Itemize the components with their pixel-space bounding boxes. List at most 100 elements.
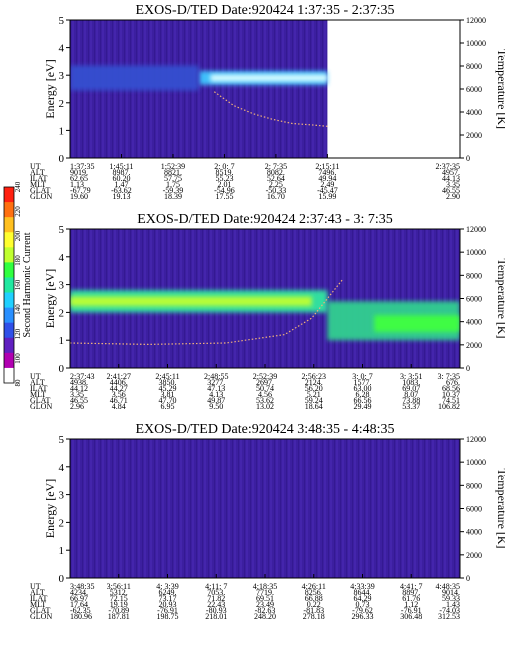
table-cell: 55.23 <box>215 174 233 183</box>
colorbar-tick-label: 160 <box>14 279 22 290</box>
table-cell: 20.93 <box>159 600 177 609</box>
colorbar-segment <box>4 322 14 339</box>
y2-tick-label: 4000 <box>466 528 482 537</box>
colorbar-segment <box>4 367 14 384</box>
table-cell: 3277. <box>207 378 225 387</box>
table-cell: 19.13 <box>112 192 130 201</box>
table-row-label: ILAT <box>30 174 47 183</box>
y-axis-label: Energy [eV] <box>43 479 57 538</box>
y-tick-label: 4 <box>59 43 65 55</box>
table-cell: 3850. <box>159 378 177 387</box>
colorbar-tick-label: 120 <box>14 328 22 339</box>
y-tick-label: 4 <box>59 462 65 474</box>
table-cell: 18.39 <box>164 192 182 201</box>
panel-title: EXOS-D/TED Date:920424 3:48:35 - 4:48:35 <box>136 422 395 437</box>
panel-title: EXOS-D/TED Date:920424 2:37:43 - 3: 7:35 <box>137 212 392 227</box>
table-cell: 2:37:43 <box>70 372 94 381</box>
table-cell: 3:48:35 <box>70 582 94 591</box>
table-cell: -74.03 <box>439 606 460 615</box>
table-cell: 2:52:39 <box>253 372 277 381</box>
temperature-trace <box>70 278 344 346</box>
table-cell: 74.51 <box>442 396 460 405</box>
table-cell: 46.55 <box>70 396 88 405</box>
table-cell: 306.48 <box>400 612 422 621</box>
table-cell: 0.73 <box>356 600 370 609</box>
table-cell: 2: 7:35 <box>265 162 287 171</box>
table-cell: 63.00 <box>354 384 372 393</box>
y-tick-label: 2 <box>59 98 65 110</box>
table-cell: 1:37:35 <box>70 162 94 171</box>
table-cell: 6249. <box>159 588 177 597</box>
table-cell: 68.56 <box>442 384 460 393</box>
ion-band <box>70 296 312 307</box>
table-cell: 0.22 <box>307 600 321 609</box>
y-tick-label: 1 <box>59 335 65 347</box>
table-cell: 19.60 <box>70 192 88 201</box>
y2-tick-label: 0 <box>466 154 470 163</box>
plot-area <box>70 20 328 158</box>
table-cell: 9019. <box>70 168 88 177</box>
colorbar-segment <box>4 232 14 248</box>
y2-tick-label: 6000 <box>466 295 482 304</box>
colorbar-segment <box>4 307 14 324</box>
table-cell: 2.49 <box>320 180 334 189</box>
table-cell: 8644. <box>354 588 372 597</box>
table-cell: 8987. <box>112 168 130 177</box>
table-cell: 1:52:39 <box>161 162 185 171</box>
y2-axis-label: Temperature [K] <box>495 258 505 338</box>
table-cell: 1.12 <box>404 600 418 609</box>
table-cell: -62.35 <box>70 606 91 615</box>
table-cell: 66.88 <box>305 594 323 603</box>
y-tick-label: 1 <box>59 125 65 137</box>
table-cell: 59.33 <box>442 594 460 603</box>
y-tick-label: 0 <box>59 363 65 375</box>
table-cell: 66.97 <box>70 594 88 603</box>
table-cell: 53.62 <box>256 396 274 405</box>
plot-area <box>70 229 460 368</box>
table-cell: -54.96 <box>214 186 235 195</box>
y2-tick-label: 8000 <box>466 62 482 71</box>
table-cell: 248.20 <box>254 612 276 621</box>
y-tick-label: 3 <box>59 490 65 502</box>
y-tick-label: 0 <box>59 573 65 585</box>
table-cell: 1.13 <box>70 180 84 189</box>
colorbar-segment <box>4 292 14 309</box>
table-cell: 29.49 <box>354 402 372 411</box>
table-cell: 2.90 <box>446 192 460 201</box>
table-cell: 4938. <box>70 378 88 387</box>
table-cell: 4:26:11 <box>302 582 326 591</box>
table-row-label: GLAT <box>30 606 51 615</box>
y-tick-label: 1 <box>59 545 65 557</box>
table-cell: 1:45:11 <box>109 162 133 171</box>
table-cell: 15.99 <box>318 192 336 201</box>
table-cell: 8256. <box>305 588 323 597</box>
table-cell: -70.89 <box>108 606 129 615</box>
y2-axis-label: Temperature [K] <box>495 468 505 548</box>
table-cell: 50.74 <box>256 384 274 393</box>
table-cell: 2:48:55 <box>204 372 228 381</box>
colorbar-frame <box>3 186 15 384</box>
y2-tick-label: 4000 <box>466 108 482 117</box>
table-cell: 5312. <box>110 588 128 597</box>
table-cell: 46.71 <box>110 396 128 405</box>
table-cell: 53.37 <box>402 402 420 411</box>
table-row-label: MLT <box>30 600 46 609</box>
y2-tick-label: 2000 <box>466 341 482 350</box>
y2-tick-label: 10000 <box>466 458 486 467</box>
y2-tick-label: 2000 <box>466 131 482 140</box>
table-cell: 2.96 <box>70 402 84 411</box>
table-cell: 1577. <box>354 378 372 387</box>
y2-tick-label: 4000 <box>466 318 482 327</box>
ion-band <box>374 315 460 332</box>
table-cell: 4: 3:39 <box>156 582 178 591</box>
table-row-label: ALT <box>30 588 45 597</box>
table-cell: 3: 7:35 <box>438 372 460 381</box>
y2-tick-label: 8000 <box>466 271 482 280</box>
table-cell: -76.91 <box>401 606 422 615</box>
table-cell: 60.20 <box>112 174 130 183</box>
y-tick-label: 5 <box>59 224 65 236</box>
y2-tick-label: 10000 <box>466 248 486 257</box>
y2-tick-label: 10000 <box>466 39 486 48</box>
table-cell: -81.83 <box>303 606 324 615</box>
colorbar-tick-label: 140 <box>14 304 22 315</box>
